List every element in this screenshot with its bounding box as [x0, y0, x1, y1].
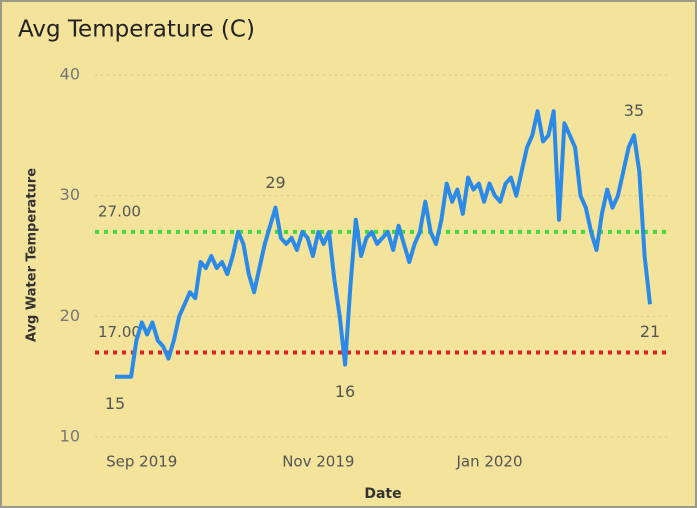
y-tick-label: 30 [60, 185, 80, 204]
data-label: 16 [335, 382, 355, 401]
y-axis-title: Avg Water Temperature [25, 168, 40, 342]
chart-title: Avg Temperature (C) [18, 17, 255, 43]
y-tick-label: 20 [60, 306, 80, 325]
data-label: 21 [640, 322, 660, 341]
reference-label: 27.00 [98, 202, 141, 220]
data-label: 15 [105, 394, 125, 413]
x-axis-title: Date [364, 486, 401, 502]
y-tick-label: 10 [60, 427, 80, 446]
data-label: 29 [265, 173, 285, 192]
reference-label: 17.00 [98, 323, 141, 341]
x-tick-label: Sep 2019 [106, 453, 177, 471]
x-tick-label: Jan 2020 [455, 453, 522, 471]
data-label: 35 [624, 101, 644, 120]
line [115, 109, 652, 379]
x-tick-label: Nov 2019 [282, 453, 354, 471]
y-tick-label: 40 [60, 65, 80, 84]
